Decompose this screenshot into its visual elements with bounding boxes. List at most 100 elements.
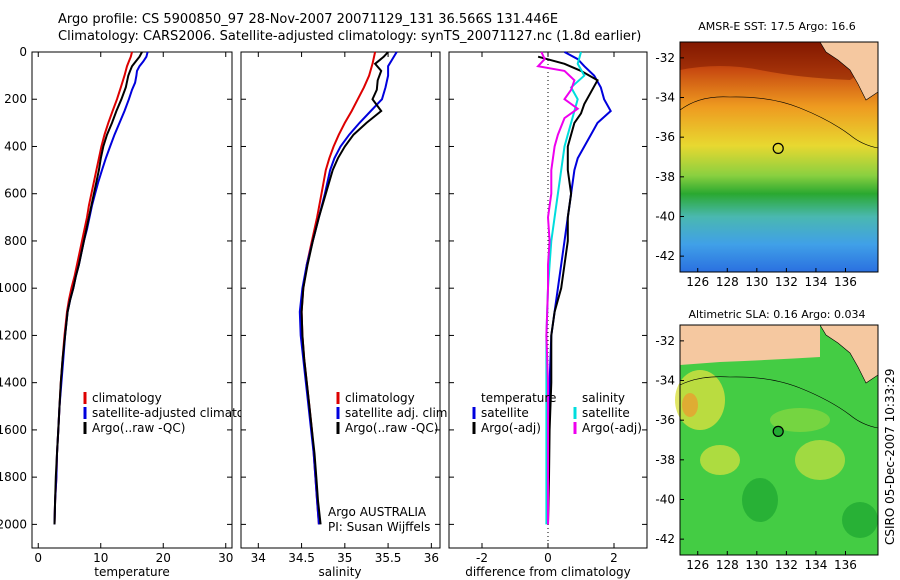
map-x-tick-label: 130	[745, 558, 768, 572]
y-tick-label: 1600	[0, 423, 27, 437]
difference-xlabel: difference from climatology	[465, 565, 631, 579]
sla-blob-high-2	[700, 445, 740, 475]
series-line	[300, 51, 389, 525]
x-tick-label: 35.5	[375, 551, 402, 565]
sst-argo-marker	[772, 142, 784, 154]
sst-bathymetry-contour	[679, 96, 879, 149]
figure-title-line1: Argo profile: CS 5900850_97 28-Nov-2007 …	[58, 12, 559, 27]
x-tick-label: 30	[218, 551, 233, 565]
sla-blob-high-1	[675, 370, 725, 430]
series-line	[537, 55, 599, 525]
legend-label-sal-argo: Argo(-adj)	[582, 421, 642, 435]
map-y-tick-label: -34	[655, 374, 675, 388]
x-tick-label: 20	[156, 551, 171, 565]
map-y-tick-label: -36	[655, 130, 675, 144]
legend-label-satellite: satellite adj. clim.	[345, 406, 451, 420]
temperature-xlabel: temperature	[94, 565, 169, 579]
x-tick-label: 35	[337, 551, 352, 565]
map-y-tick-label: -42	[655, 249, 675, 263]
sla-blob-low-2	[842, 502, 878, 538]
sla-map-panel: Altimetric SLA: 0.16 Argo: 0.034 126 128 1…	[655, 308, 879, 572]
sst-ticks: 126 128 130 132 134 136 -32 -34 -36 -38 -40 -42	[655, 51, 857, 289]
map-y-tick-label: -40	[655, 492, 675, 506]
temperature-ticks: 0 10 20 30 0 200 400 600 800 1000 1200 1400 1600 1800…	[0, 45, 233, 565]
y-tick-label: 200	[4, 92, 27, 106]
sla-argo-marker	[772, 425, 784, 437]
map-x-tick-label: 128	[716, 275, 739, 289]
temperature-panel: 0 10 20 30 0 200 400 600 800 1000 1200 1400 1600 1800…	[0, 45, 270, 579]
series-line	[536, 51, 580, 525]
difference-series	[536, 51, 612, 525]
map-x-tick-label: 134	[804, 558, 827, 572]
sla-land-coast	[680, 325, 820, 365]
annotation-pi: PI: Susan Wijffels	[328, 520, 430, 534]
y-tick-label: 1800	[0, 470, 27, 484]
map-y-tick-label: -42	[655, 532, 675, 546]
y-tick-label: 0	[19, 45, 27, 59]
difference-legend: temperature satellite Argo(-adj) salinit…	[472, 391, 642, 435]
salinity-axes-box	[240, 51, 441, 549]
temperature-legend: climatology satellite-adjusted climatolo…	[83, 391, 270, 435]
salinity-series	[298, 51, 398, 525]
y-tick-label: 2000	[0, 517, 27, 531]
footer-timestamp: CSIRO 05-Dec-2007 10:33:29	[883, 368, 897, 545]
y-tick-label: 1400	[0, 376, 27, 390]
legend-label-temp-satellite: satellite	[481, 406, 529, 420]
salinity-legend: climatology satellite adj. clim. Argo(..…	[336, 391, 451, 435]
legend-label-argo: Argo(..raw -QC)	[92, 421, 185, 435]
map-y-tick-label: -32	[655, 334, 675, 348]
map-x-tick-label: 136	[834, 558, 857, 572]
map-x-tick-label: 134	[804, 275, 827, 289]
map-x-tick-label: 130	[745, 275, 768, 289]
temperature-series	[53, 51, 149, 525]
legend-label-temp-argo: Argo(-adj)	[481, 421, 541, 435]
legend-label-climatology: climatology	[345, 391, 415, 405]
x-tick-label: 34.5	[288, 551, 315, 565]
sla-bathymetry-contour	[679, 376, 879, 429]
figure-title-line2: Climatology: CARS2006. Satellite-adjuste…	[58, 29, 642, 44]
sst-map-title: AMSR-E SST: 17.5 Argo: 16.6	[698, 20, 856, 33]
salinity-xlabel: salinity	[318, 565, 361, 579]
sla-blob-mid	[770, 408, 830, 432]
map-y-tick-label: -40	[655, 209, 675, 223]
legend-label-satellite: satellite-adjusted climatology	[92, 406, 270, 420]
map-y-tick-label: -38	[655, 453, 675, 467]
series-line	[53, 51, 143, 525]
x-tick-label: -2	[476, 551, 488, 565]
map-y-tick-label: -34	[655, 91, 675, 105]
x-tick-label: 10	[93, 551, 108, 565]
y-tick-label: 1200	[0, 328, 27, 342]
legend-label-argo: Argo(..raw -QC)	[345, 421, 438, 435]
map-x-tick-label: 132	[775, 558, 798, 572]
map-x-tick-label: 132	[775, 275, 798, 289]
salinity-panel: 34 34.5 35 35.5 36 salinity climatology sate…	[240, 51, 451, 579]
temperature-axes-box	[31, 51, 233, 549]
legend-header-salinity: salinity	[582, 391, 625, 405]
difference-ticks: -2 0 2	[449, 51, 647, 565]
map-y-tick-label: -32	[655, 51, 675, 65]
map-y-tick-label: -38	[655, 170, 675, 184]
sst-map-frame	[679, 41, 879, 273]
x-tick-label: 0	[34, 551, 42, 565]
map-y-tick-label: -36	[655, 413, 675, 427]
sst-field	[680, 42, 878, 272]
map-x-tick-label: 126	[686, 275, 709, 289]
sla-map-frame	[679, 324, 879, 556]
y-tick-label: 800	[4, 234, 27, 248]
x-tick-label: 2	[610, 551, 618, 565]
x-tick-label: 0	[544, 551, 552, 565]
map-x-tick-label: 126	[686, 558, 709, 572]
y-tick-label: 1000	[0, 281, 27, 295]
y-tick-label: 600	[4, 187, 27, 201]
map-x-tick-label: 128	[716, 558, 739, 572]
sla-blob-high-3	[795, 440, 845, 480]
y-tick-label: 400	[4, 139, 27, 153]
sla-blob-low-1	[742, 478, 778, 522]
annotation-argo-australia: Argo AUSTRALIA	[328, 505, 427, 519]
difference-panel: -2 0 2 difference from climatology tempera…	[448, 51, 648, 579]
x-tick-label: 34	[251, 551, 266, 565]
sla-map-title: Altimetric SLA: 0.16 Argo: 0.034	[688, 308, 865, 321]
map-x-tick-label: 136	[834, 275, 857, 289]
x-tick-label: 36	[424, 551, 439, 565]
